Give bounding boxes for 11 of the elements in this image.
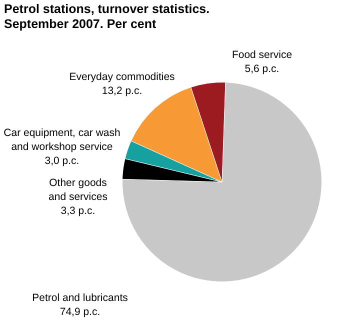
slice-label: Other goods and services xyxy=(48,177,108,203)
data-label: 74,9 p.c. xyxy=(60,306,100,318)
chart-title: Petrol stations, turnover statistics. September 2007. Per cent xyxy=(4,2,211,32)
data-label: 13,2 p.c. xyxy=(102,85,142,97)
slice-label: Food service xyxy=(232,49,292,61)
slice-label: Car equipment, car wash and workshop service xyxy=(4,127,121,153)
data-label: 5,6 p.c. xyxy=(244,63,280,75)
data-label: 3,0 p.c. xyxy=(44,155,80,167)
slice-label: Everyday commodities xyxy=(69,71,175,83)
slice-label: Petrol and lubricants xyxy=(32,292,128,304)
data-label: 3,3 p.c. xyxy=(60,205,96,217)
